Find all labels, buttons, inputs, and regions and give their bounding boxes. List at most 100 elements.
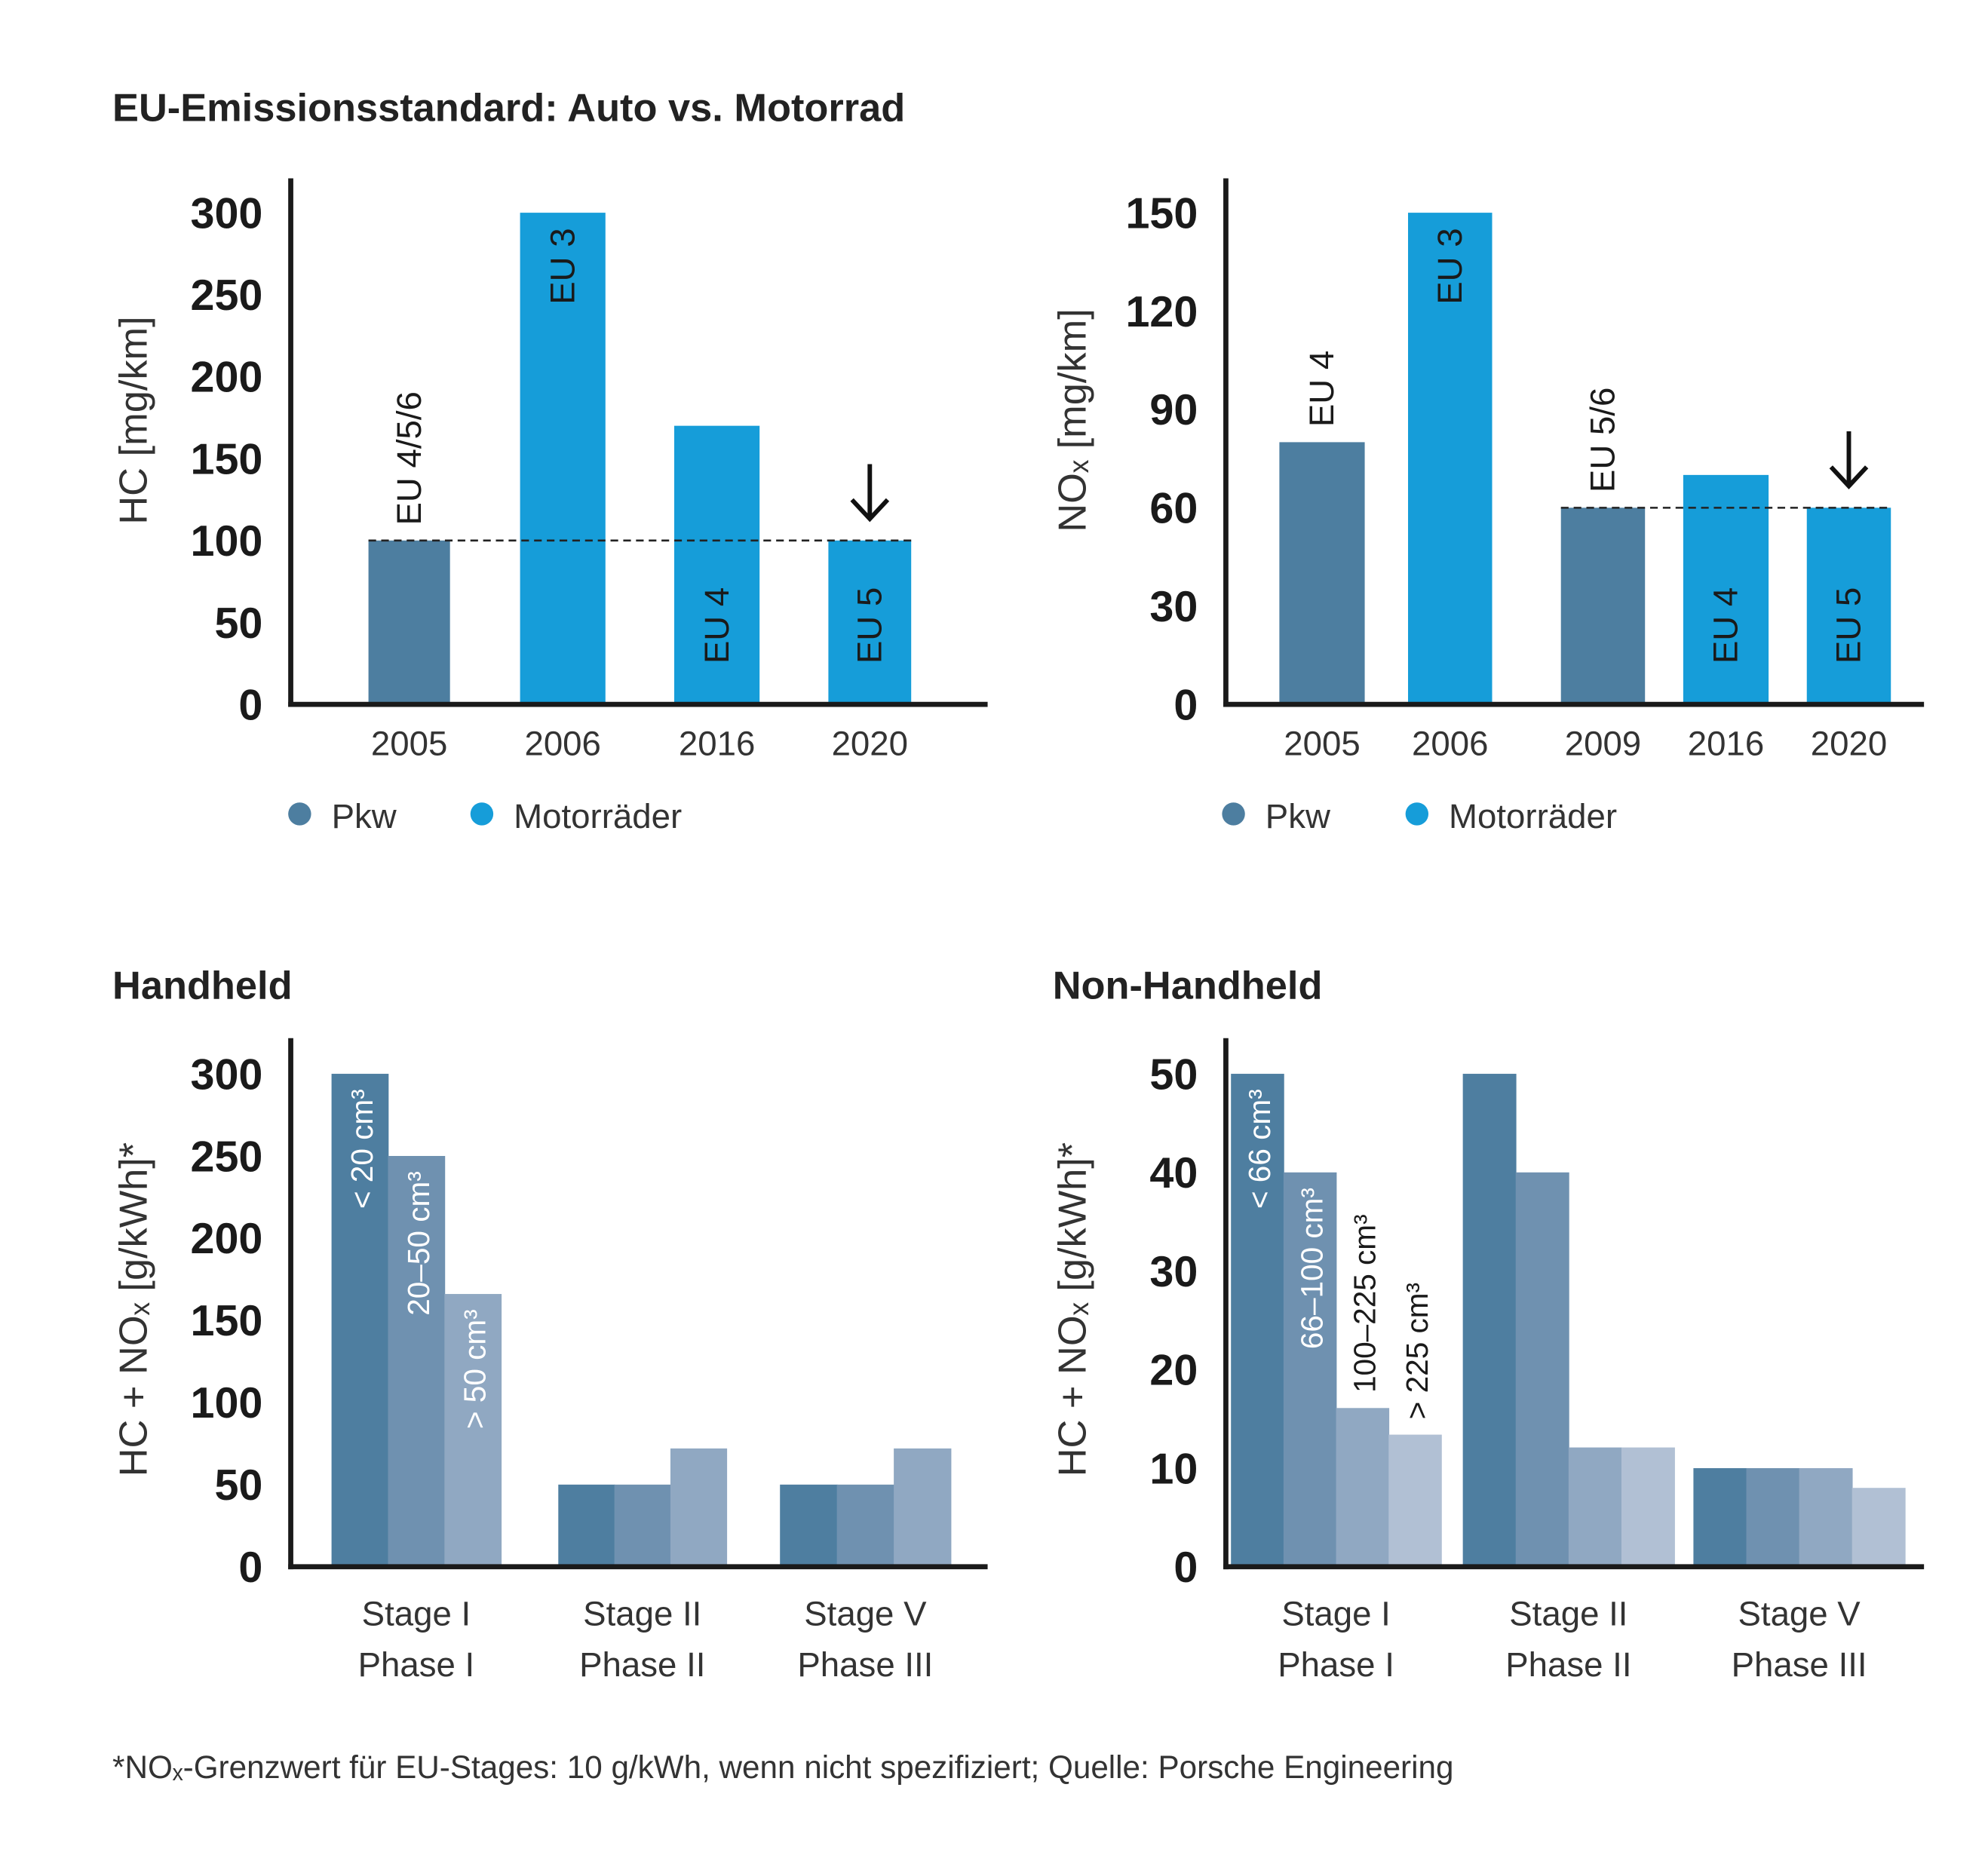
bar-2016	[673, 425, 760, 705]
x-tick-label: 2006	[1412, 725, 1488, 763]
bar-nonhandheld-3	[1621, 1447, 1675, 1567]
bar-standard-label: EU 4	[698, 587, 736, 664]
x-tick-label: 2020	[832, 725, 908, 763]
bar-handheld-1	[388, 1155, 446, 1567]
down-arrow-icon	[850, 464, 890, 523]
legend-label-motorrad: Motorräder	[1449, 797, 1617, 835]
series-label: < 20 cm³	[345, 1089, 379, 1209]
bar-standard-label: EU 4	[1302, 351, 1341, 427]
legend-dot-motorrad	[470, 802, 494, 826]
y-tick-label: 200	[191, 354, 263, 402]
series-label: > 225 cm³	[1400, 1283, 1434, 1419]
hc-chart: 0 50 100 150 200 250 300 HC [mg/km] 2005 EU 4/5/6…	[112, 178, 988, 835]
y-tick-label: 30	[1149, 583, 1198, 631]
bar-standard-label: EU 4	[1707, 587, 1745, 664]
legend-dot-pkw	[288, 802, 311, 826]
x-tick-label: 2005	[1284, 725, 1360, 763]
bar-standard-label: EU 3	[1431, 228, 1469, 304]
y-tick-label: 40	[1149, 1149, 1198, 1197]
bar-nonhandheld-0	[1462, 1074, 1517, 1567]
bar-handheld-2	[670, 1448, 728, 1567]
x-tick-label: 2006	[524, 725, 600, 763]
bar-nonhandheld-0	[1693, 1468, 1747, 1567]
footnote: *NOₓ-Grenzwert für EU-Stages: 10 g/kWh, …	[112, 1749, 1453, 1785]
y-tick-label: 150	[1125, 189, 1198, 238]
y-tick-label: 250	[191, 271, 263, 320]
y-axis-label: HC + NOₓ [g/kWh]*	[112, 1142, 156, 1476]
y-tick-label: 100	[191, 517, 263, 566]
y-tick-label: 50	[1149, 1050, 1198, 1099]
bar-handheld-2	[444, 1294, 502, 1567]
bar-standard-label: EU 3	[543, 228, 581, 304]
series-label: > 50 cm³	[458, 1309, 492, 1429]
x-tick-label: 2009	[1565, 725, 1641, 763]
y-tick-label: 300	[191, 189, 263, 238]
y-tick-label: 20	[1149, 1347, 1198, 1395]
x-tick-label: 2016	[1688, 725, 1764, 763]
bar-2020	[1806, 507, 1891, 705]
x-tick-label-line2: Phase II	[579, 1645, 705, 1684]
bar-standard-label: EU 5	[851, 587, 889, 664]
x-tick-label: 2016	[679, 725, 755, 763]
bar-nonhandheld-2	[1799, 1468, 1853, 1567]
bar-nonhandheld-1	[1283, 1172, 1337, 1567]
y-tick-label: 100	[191, 1379, 263, 1427]
x-tick-label-line1: Stage I	[362, 1594, 471, 1633]
y-tick-label: 0	[238, 681, 262, 729]
bar-handheld-1	[836, 1484, 894, 1567]
legend-label-pkw: Pkw	[1266, 797, 1331, 835]
y-tick-label: 0	[1173, 1544, 1198, 1592]
x-tick-label-line1: Stage I	[1281, 1594, 1390, 1633]
x-tick-label-line2: Phase III	[1732, 1645, 1867, 1684]
bar-2020	[828, 540, 912, 705]
y-tick-label: 30	[1149, 1248, 1198, 1296]
y-axis-label: HC [mg/km]	[112, 316, 156, 524]
series-label: 100–225 cm³	[1347, 1214, 1382, 1393]
bar-2016	[1683, 474, 1769, 705]
bar-nonhandheld-0	[1231, 1074, 1284, 1567]
bar-handheld-0	[780, 1484, 838, 1567]
y-tick-label: 250	[191, 1133, 263, 1181]
y-tick-label: 300	[191, 1050, 263, 1099]
bar-nonhandheld-1	[1746, 1468, 1800, 1567]
bar-handheld-0	[331, 1074, 389, 1567]
x-tick-label-line1: Stage V	[1738, 1594, 1861, 1633]
x-tick-label: 2020	[1811, 725, 1887, 763]
bar-nonhandheld-2	[1336, 1408, 1390, 1567]
bar-2006	[1408, 213, 1493, 705]
y-tick-label: 0	[238, 1544, 262, 1592]
arrow-head	[1829, 465, 1869, 489]
series-label: 66–100 cm³	[1295, 1188, 1330, 1349]
x-tick-label-line1: Stage V	[804, 1594, 927, 1633]
x-tick-label-line2: Phase II	[1505, 1645, 1631, 1684]
bar-handheld-0	[558, 1484, 615, 1567]
y-axis-label: NOₓ [mg/km]	[1051, 308, 1095, 532]
x-tick-label-line1: Stage II	[583, 1594, 701, 1633]
y-tick-label: 0	[1173, 681, 1198, 729]
bar-handheld-2	[894, 1448, 952, 1567]
arrow-head	[850, 498, 890, 523]
down-arrow-icon	[1829, 431, 1869, 489]
x-tick-label: 2005	[371, 725, 447, 763]
bar-nonhandheld-3	[1851, 1488, 1906, 1567]
nonhandheld-title: Non-Handheld	[1053, 964, 1323, 1007]
nox-chart: 0 30 60 90 120 150 NOₓ [mg/km] 2005 EU 4 2006 EU 3…	[1051, 178, 1925, 835]
legend-dot-motorrad	[1405, 802, 1429, 826]
series-label: 20–50 cm³	[401, 1171, 436, 1315]
y-tick-label: 60	[1149, 485, 1198, 533]
legend-label-motorrad: Motorräder	[514, 797, 682, 835]
bar-standard-label: EU 4/5/6	[390, 391, 428, 525]
y-tick-label: 10	[1149, 1445, 1198, 1493]
x-tick-label-line2: Phase I	[358, 1645, 475, 1684]
legend-label-pkw: Pkw	[332, 797, 397, 835]
y-tick-label: 50	[214, 599, 262, 648]
bar-standard-label: EU 5	[1830, 587, 1868, 664]
y-tick-label: 120	[1125, 288, 1198, 336]
bar-nonhandheld-1	[1515, 1172, 1569, 1567]
y-tick-label: 90	[1149, 386, 1198, 434]
handheld-chart: 0 50 100 150 200 250 300 HC + NOₓ [g/kWh]* < 20 …	[112, 1038, 988, 1684]
y-tick-label: 50	[214, 1461, 262, 1510]
bar-2005	[1279, 442, 1365, 705]
bar-nonhandheld-2	[1568, 1447, 1622, 1567]
main-title: EU-Emissionsstandard: Auto vs. Motorrad	[112, 86, 905, 130]
